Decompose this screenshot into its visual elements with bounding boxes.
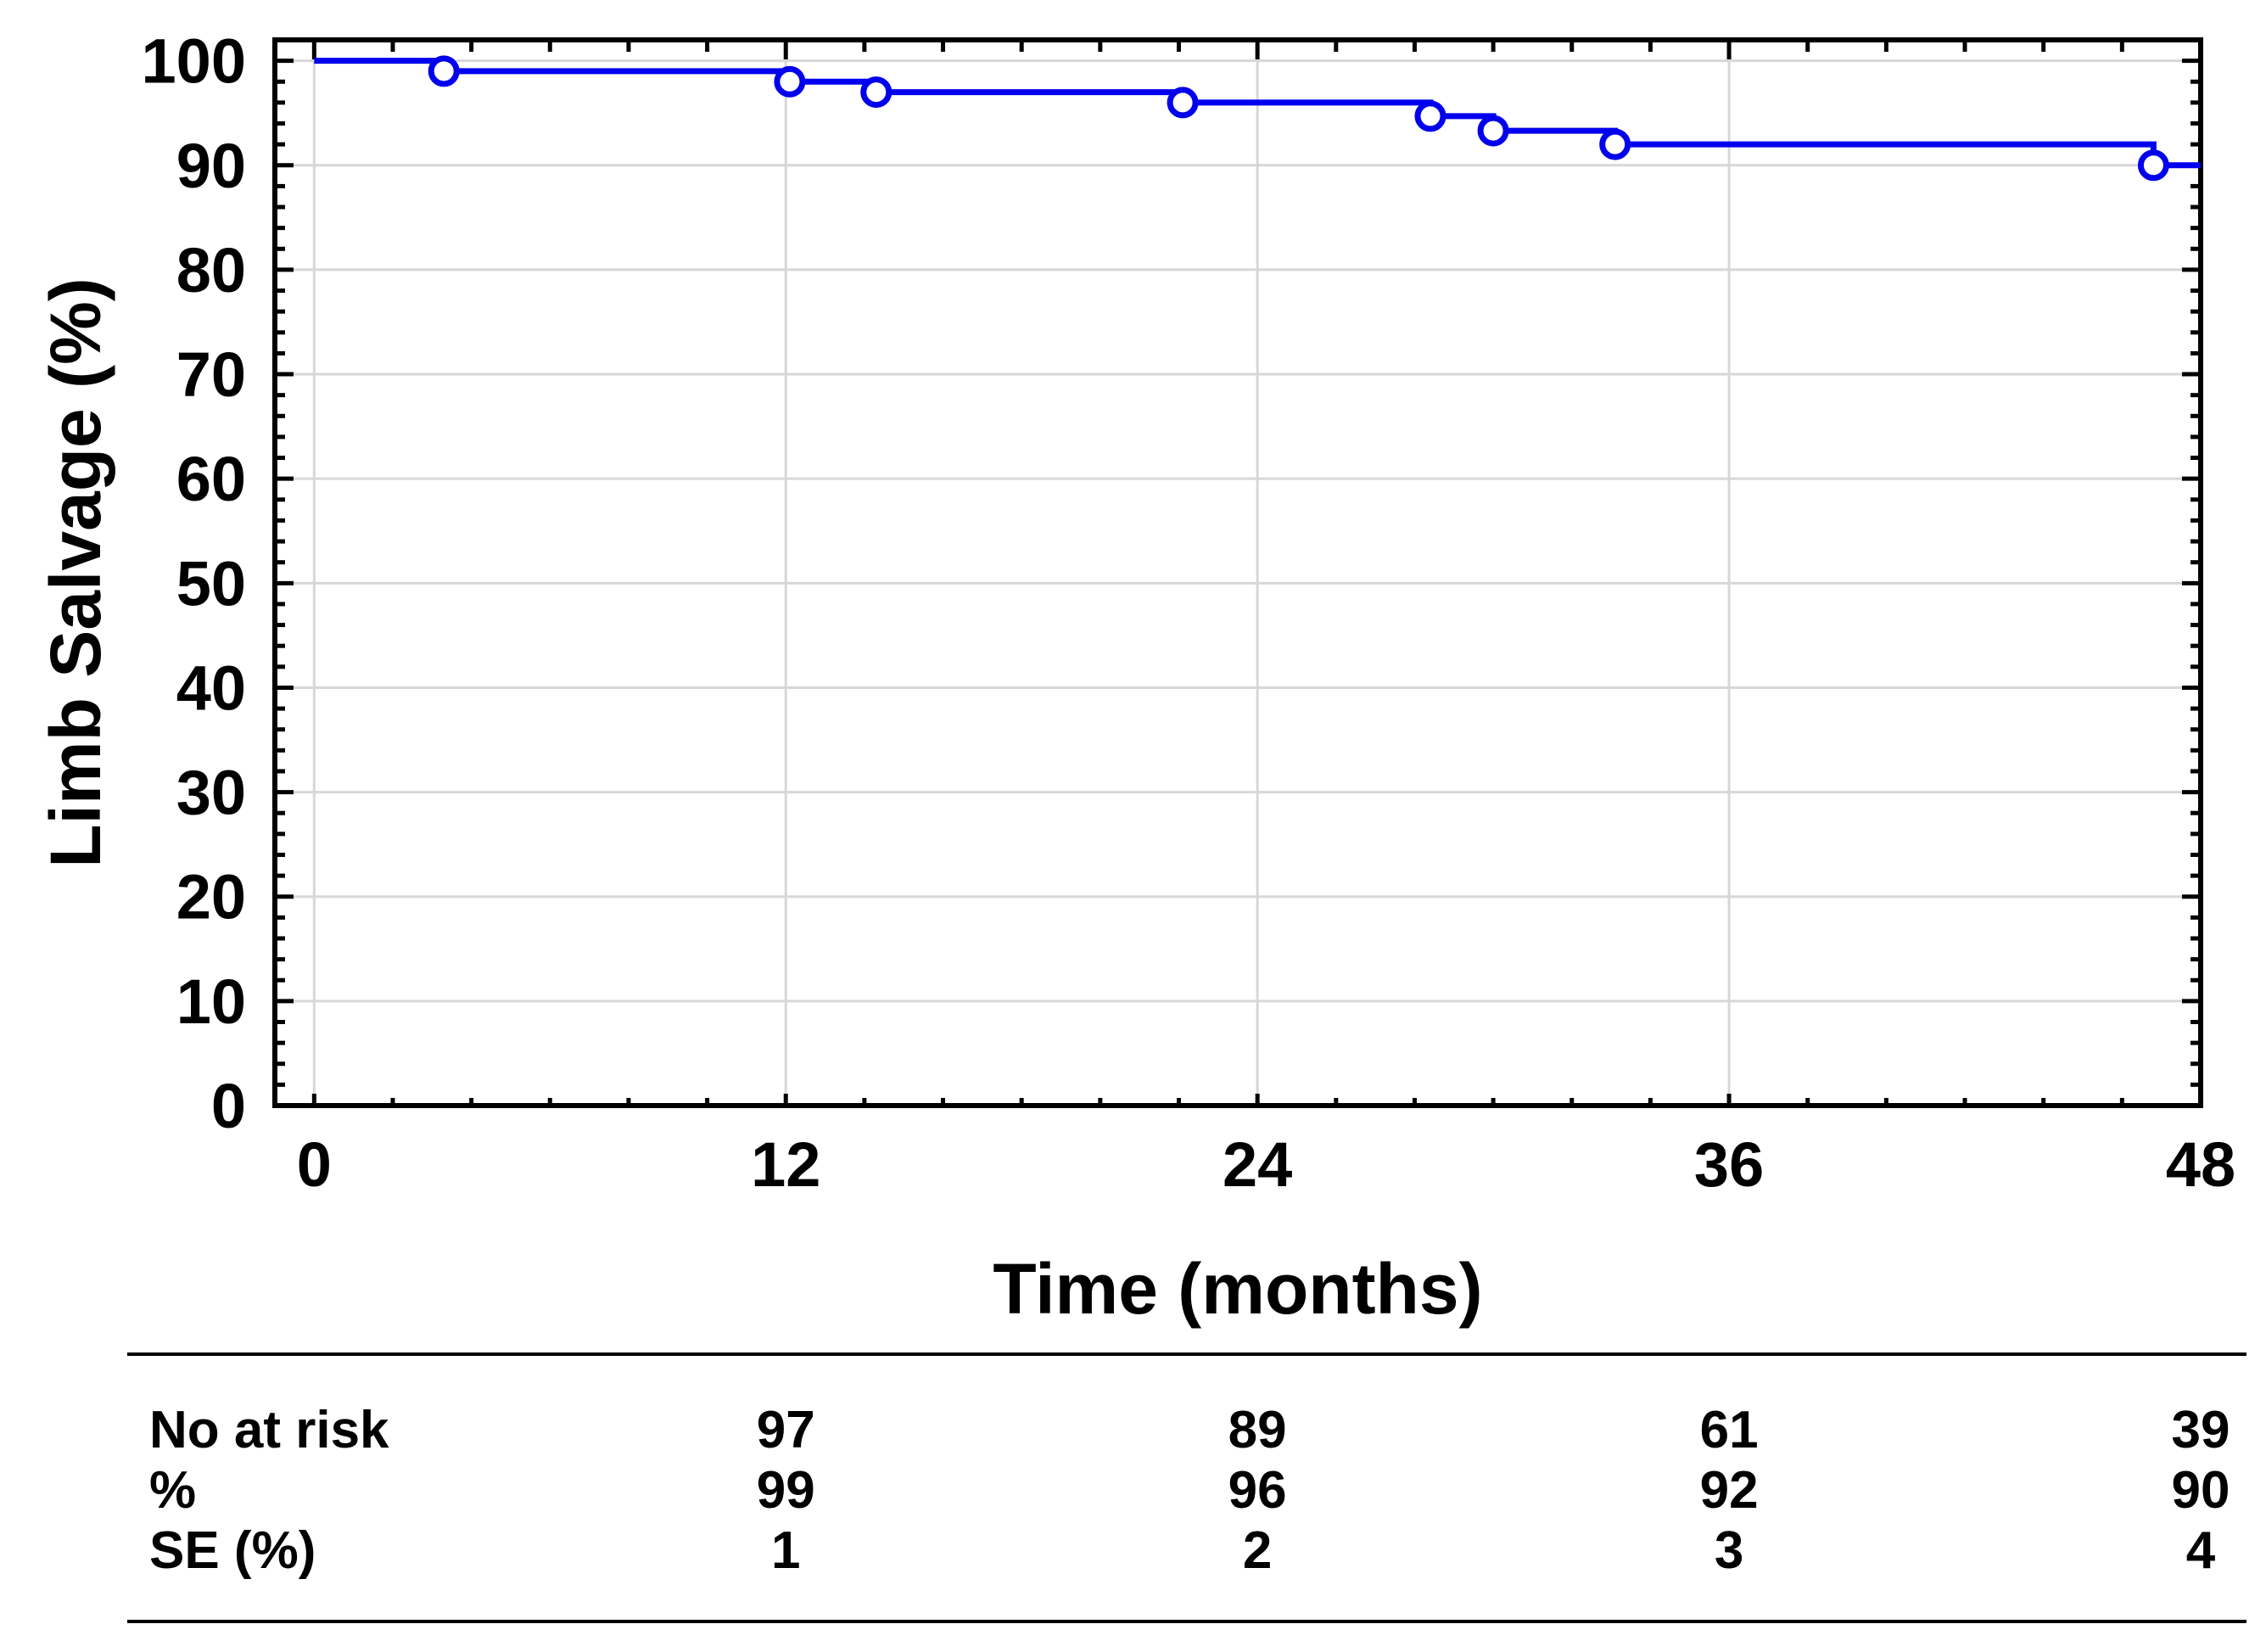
risk-table-value: 39 [2172,1401,2230,1459]
censor-circle-marker [1477,115,1509,147]
risk-table-value: 97 [757,1401,815,1459]
plot-frame [272,37,2203,1108]
survival-curve [314,58,2201,169]
x-tick-label: 48 [2166,1129,2235,1200]
y-tick-label: 90 [176,131,246,201]
censor-circle-marker [1599,128,1631,160]
x-axis-title: Time (months) [993,1249,1482,1329]
event-markers [428,55,2169,182]
plot-border [272,37,2203,1108]
risk-table-row-label: SE (%) [149,1521,316,1580]
x-tick-label: 0 [297,1129,332,1200]
survival-step-line [314,58,2201,169]
x-tick-labels: 0 12 24 36 48 [297,1129,2235,1200]
axis-ticks [275,40,2203,1108]
risk-table-value: 90 [2172,1461,2230,1520]
censor-circle-marker [774,65,806,98]
y-tick-label: 10 [176,966,246,1037]
y-tick-label: 20 [176,862,246,932]
x-tick-label: 36 [1694,1129,1764,1200]
censor-circle-marker [1167,87,1199,119]
y-tick-labels: 0 10 20 30 40 50 60 70 80 90 100 [142,26,246,1141]
y-axis-title: Limb Salvage (%) [36,277,115,868]
y-tick-label: 60 [176,444,246,514]
risk-table-value: 4 [2186,1521,2216,1580]
risk-table-value: 1 [771,1521,800,1580]
y-tick-label: 40 [176,652,246,723]
y-tick-label: 30 [176,758,246,828]
risk-table-row-label: No at risk [149,1401,389,1459]
censor-circle-marker [1414,100,1446,132]
y-tick-label: 0 [211,1071,246,1141]
gridlines [275,40,2202,1107]
risk-table-value: 89 [1228,1401,1287,1459]
risk-table-value: 92 [1700,1461,1759,1520]
y-tick-label: 80 [176,235,246,305]
y-tick-label: 100 [142,26,246,97]
x-tick-label: 24 [1223,1129,1292,1200]
risk-table-row-label: % [149,1461,196,1520]
risk-table-value: 3 [1715,1521,1743,1580]
risk-table-value: 61 [1700,1401,1759,1459]
risk-table-value: 2 [1243,1521,1272,1580]
censor-circle-marker [428,55,460,87]
risk-table-value: 96 [1228,1461,1287,1520]
risk-table-value: 99 [757,1461,815,1520]
censor-circle-marker [2137,149,2169,182]
censor-circle-marker [860,76,892,109]
x-tick-label: 12 [751,1129,820,1200]
y-tick-label: 50 [176,548,246,619]
y-tick-label: 70 [176,339,246,410]
number-at-risk-table: No at risk 97 89 61 39% 99 96 92 90 SE (%) 1 2 3 4 [127,1352,2246,1623]
